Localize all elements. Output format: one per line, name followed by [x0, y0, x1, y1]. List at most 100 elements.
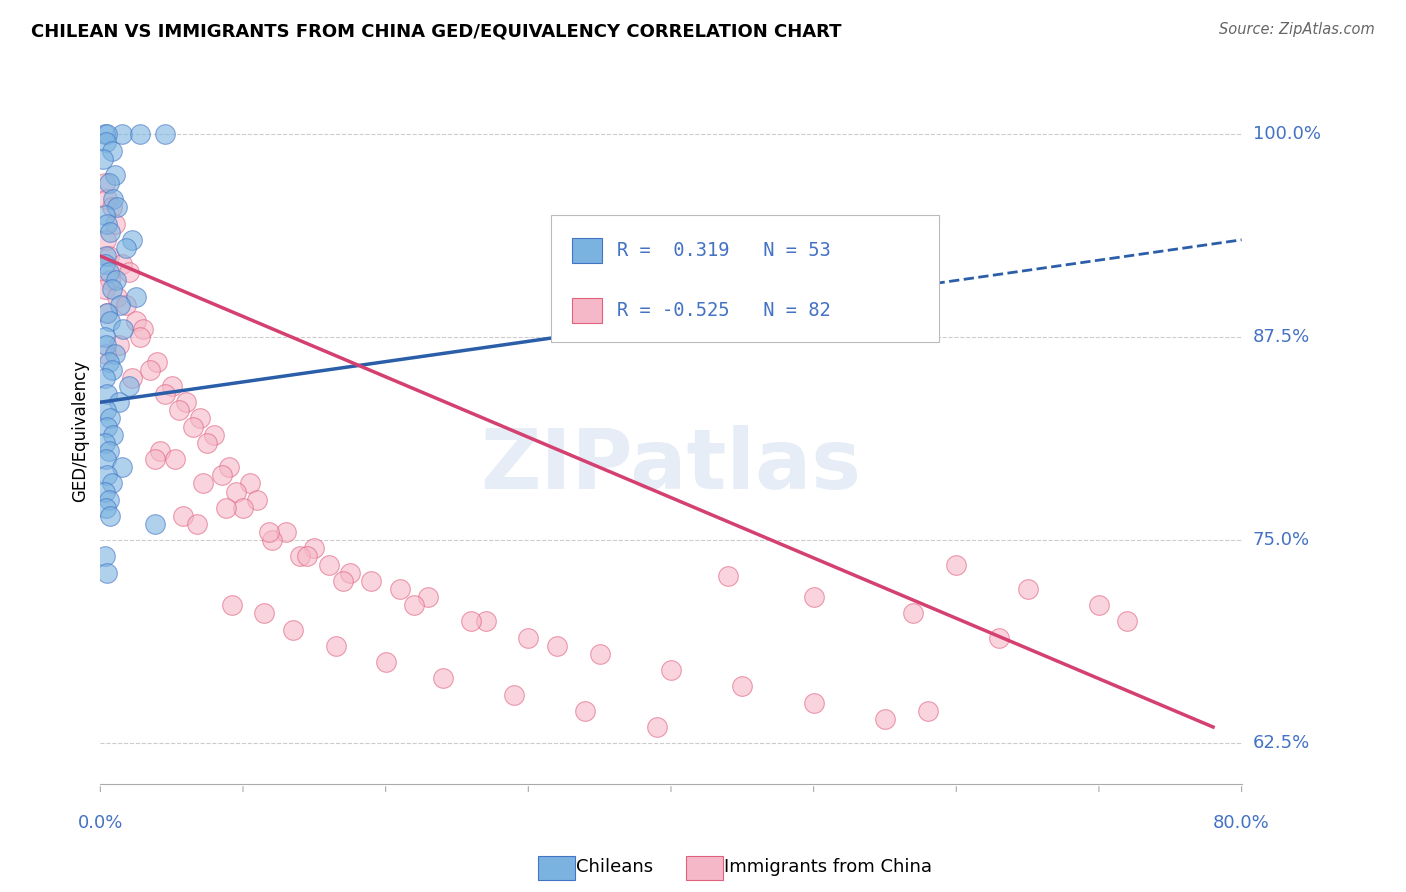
- Text: Source: ZipAtlas.com: Source: ZipAtlas.com: [1219, 22, 1375, 37]
- Point: [404, 598, 426, 612]
- Point: [111, 128, 134, 142]
- Point: [139, 363, 162, 377]
- Y-axis label: GED/Equivalency: GED/Equivalency: [72, 359, 89, 501]
- Point: [100, 200, 122, 214]
- Point: [98, 225, 121, 239]
- Text: 100.0%: 100.0%: [1253, 125, 1320, 144]
- Text: CHILEAN VS IMMIGRANTS FROM CHINA GED/EQUIVALENCY CORRELATION CHART: CHILEAN VS IMMIGRANTS FROM CHINA GED/EQU…: [31, 22, 841, 40]
- Point: [288, 549, 311, 564]
- Point: [503, 688, 526, 702]
- Point: [460, 615, 482, 629]
- Point: [107, 290, 129, 304]
- Point: [121, 371, 143, 385]
- Point: [239, 476, 262, 491]
- Point: [143, 516, 166, 531]
- Point: [803, 590, 825, 604]
- Text: ZIPatlas: ZIPatlas: [481, 425, 862, 507]
- Point: [917, 704, 939, 718]
- Point: [104, 346, 127, 360]
- Point: [546, 639, 568, 653]
- Point: [186, 516, 208, 531]
- Point: [121, 233, 143, 247]
- Point: [100, 144, 122, 158]
- Point: [988, 631, 1011, 645]
- Point: [1088, 598, 1111, 612]
- Point: [257, 525, 280, 540]
- Point: [146, 354, 169, 368]
- Point: [295, 549, 318, 564]
- Point: [93, 435, 115, 450]
- Point: [96, 387, 118, 401]
- Point: [115, 241, 138, 255]
- Point: [100, 476, 122, 491]
- Point: [103, 427, 125, 442]
- Point: [195, 435, 218, 450]
- Point: [93, 330, 115, 344]
- Point: [325, 639, 347, 653]
- Point: [281, 623, 304, 637]
- Point: [167, 403, 190, 417]
- Text: 75.0%: 75.0%: [1253, 532, 1310, 549]
- Point: [174, 395, 197, 409]
- Point: [103, 192, 125, 206]
- Point: [105, 273, 128, 287]
- Point: [108, 395, 131, 409]
- Point: [388, 582, 411, 596]
- Point: [318, 558, 340, 572]
- Text: 62.5%: 62.5%: [1253, 734, 1310, 752]
- Text: 80.0%: 80.0%: [1213, 814, 1270, 832]
- Point: [945, 558, 967, 572]
- Point: [94, 249, 117, 263]
- Point: [191, 476, 214, 491]
- Point: [143, 452, 166, 467]
- Point: [211, 468, 233, 483]
- FancyBboxPatch shape: [572, 238, 602, 263]
- Point: [204, 427, 226, 442]
- Point: [118, 265, 141, 279]
- Point: [304, 541, 326, 556]
- Point: [115, 298, 138, 312]
- Point: [93, 281, 115, 295]
- Point: [418, 590, 440, 604]
- Point: [91, 152, 114, 166]
- Point: [96, 306, 118, 320]
- Point: [107, 200, 129, 214]
- Point: [153, 387, 176, 401]
- Point: [246, 492, 269, 507]
- Point: [659, 663, 682, 677]
- Point: [588, 647, 610, 661]
- Point: [93, 371, 115, 385]
- Point: [360, 574, 382, 588]
- Point: [253, 607, 276, 621]
- Point: [98, 508, 121, 523]
- Point: [163, 452, 186, 467]
- Point: [111, 460, 134, 475]
- Point: [93, 176, 115, 190]
- Point: [104, 217, 127, 231]
- Point: [96, 419, 118, 434]
- Point: [260, 533, 283, 548]
- Point: [274, 525, 297, 540]
- Point: [118, 379, 141, 393]
- Point: [132, 322, 155, 336]
- Point: [96, 566, 118, 580]
- Point: [645, 720, 668, 734]
- Point: [125, 290, 148, 304]
- Point: [339, 566, 361, 580]
- Text: Immigrants from China: Immigrants from China: [724, 858, 932, 876]
- Point: [98, 273, 121, 287]
- Point: [97, 492, 120, 507]
- Point: [94, 452, 117, 467]
- Text: Chileans: Chileans: [576, 858, 654, 876]
- Point: [111, 257, 134, 271]
- Point: [93, 257, 115, 271]
- Point: [160, 379, 183, 393]
- Text: R = -0.525   N = 82: R = -0.525 N = 82: [617, 301, 831, 320]
- Point: [97, 354, 120, 368]
- Point: [112, 322, 135, 336]
- Point: [97, 176, 120, 190]
- Point: [215, 500, 238, 515]
- Point: [332, 574, 354, 588]
- FancyBboxPatch shape: [551, 215, 939, 343]
- Point: [94, 346, 117, 360]
